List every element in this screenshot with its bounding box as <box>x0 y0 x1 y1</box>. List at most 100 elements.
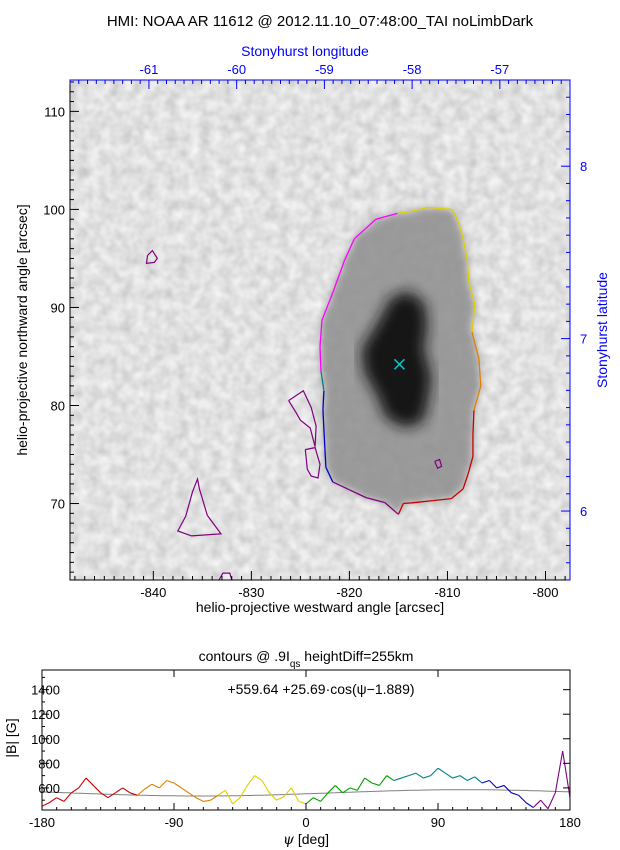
top-tick-label: -57 <box>490 62 509 77</box>
series-segment <box>327 785 336 794</box>
series-segment <box>283 787 292 797</box>
contour-segment <box>320 371 325 391</box>
series-segment <box>349 787 358 791</box>
profile-y-tick-label: 1200 <box>31 707 60 722</box>
contour-segment <box>478 358 482 386</box>
series-segment <box>378 775 388 786</box>
series-segment <box>430 767 439 777</box>
y-tick-label: 110 <box>44 104 65 119</box>
contour-segment <box>343 238 355 261</box>
series-segment <box>356 777 366 791</box>
contour-segment <box>319 320 323 347</box>
contour-segment <box>332 481 350 491</box>
profile-y-label: |B| [G] <box>3 718 19 757</box>
series-segment <box>320 792 329 802</box>
contour-segment <box>473 385 482 411</box>
series-segment <box>445 772 453 779</box>
profile-y-tick-label: 1000 <box>31 732 60 747</box>
contour-segment <box>415 499 433 504</box>
series-segment <box>92 785 102 794</box>
series-segment <box>217 789 226 796</box>
series-segment <box>423 775 431 779</box>
sunspot-contour-segments <box>319 206 482 515</box>
series-segment <box>49 797 57 804</box>
series-segment <box>144 783 153 790</box>
profile-x-tick-label: 90 <box>431 815 445 830</box>
contour-segment <box>468 282 476 305</box>
series-segment <box>298 800 307 805</box>
photosphere-background <box>70 80 570 580</box>
sunspot-image-panel: -840 -830 -820 -810 -800 70 80 90 100 110 -61 -60 -5… <box>14 43 610 615</box>
right-tick-label: 8 <box>580 159 587 174</box>
main-plot-ticks: -840 -830 -820 -810 -800 70 80 90 100 110 -61 -60 -5… <box>43 62 587 600</box>
series-segment <box>203 799 211 802</box>
small-contour <box>434 458 443 470</box>
contour-segment <box>322 390 325 410</box>
contour-segment <box>462 473 469 490</box>
series-segment <box>85 777 94 786</box>
series-segment <box>562 750 570 798</box>
y-axis-label: helio-projective northward angle [arcsec… <box>14 204 30 455</box>
series-segment <box>503 785 512 794</box>
y-tick-label: 80 <box>51 398 65 413</box>
top-axis-label: Stonyhurst longitude <box>241 43 369 59</box>
x-tick-label: -820 <box>336 585 362 600</box>
series-segment <box>107 792 116 799</box>
fit-curve <box>42 789 570 797</box>
series-segment <box>467 776 475 782</box>
series-segment <box>474 776 483 784</box>
series-segment <box>151 783 160 789</box>
contour-segment <box>384 502 399 515</box>
series-segment <box>290 787 300 802</box>
series-segment <box>386 775 395 781</box>
contour-segment <box>467 456 474 475</box>
profile-x-tick-label: -90 <box>165 815 184 830</box>
series-segment <box>342 787 351 794</box>
series-segment <box>129 792 138 796</box>
contour-segment <box>451 209 460 225</box>
contour-segment <box>471 304 476 333</box>
center-marker-icon <box>393 358 405 370</box>
series-segment <box>518 794 527 804</box>
series-segment <box>71 787 79 794</box>
series-segment <box>554 750 564 793</box>
series-segment <box>305 797 314 805</box>
contour-segment <box>322 409 325 431</box>
series-segment <box>246 775 256 786</box>
x-axis-label: helio-projective westward angle [arcsec] <box>196 599 444 615</box>
profile-title: contours @ .9Iqs heightDiff=255km <box>199 648 414 670</box>
profile-x-label: ψ [deg] <box>283 831 329 848</box>
series-segment <box>166 780 175 784</box>
small-contour <box>218 572 233 580</box>
series-segment <box>254 775 263 781</box>
profile-x-tick-label: 0 <box>302 815 309 830</box>
profile-y-tick-label: 1400 <box>31 683 60 698</box>
series-segment <box>459 775 468 781</box>
right-axis-label: Stonyhurst latitude <box>594 272 610 388</box>
series-segment <box>181 787 189 794</box>
umbra-shading <box>361 290 432 428</box>
x-tick-label: -830 <box>238 585 264 600</box>
series-segment <box>496 784 505 789</box>
x-tick-label: -810 <box>434 585 460 600</box>
series-segment <box>364 777 373 784</box>
series-segment <box>224 790 234 805</box>
contour-segment <box>403 501 416 505</box>
top-tick-label: -60 <box>227 62 246 77</box>
x-tick-label: -840 <box>140 585 166 600</box>
y-tick-label: 90 <box>51 300 65 315</box>
x-tick-label: -800 <box>532 585 558 600</box>
contour-segment <box>450 488 464 500</box>
small-contour <box>145 249 159 264</box>
series-segment <box>525 802 534 809</box>
contour-segment <box>466 258 470 283</box>
fit-formula: +559.64 +25.69·cos(ψ−1.889) <box>227 681 414 697</box>
contour-segment <box>365 497 385 504</box>
profile-y-tick-label: 600 <box>38 781 60 796</box>
y-tick-label: 70 <box>51 497 65 512</box>
contour-segment <box>472 410 475 435</box>
contour-segment <box>427 206 453 211</box>
series-segment <box>158 780 168 789</box>
small-contour <box>176 476 223 537</box>
